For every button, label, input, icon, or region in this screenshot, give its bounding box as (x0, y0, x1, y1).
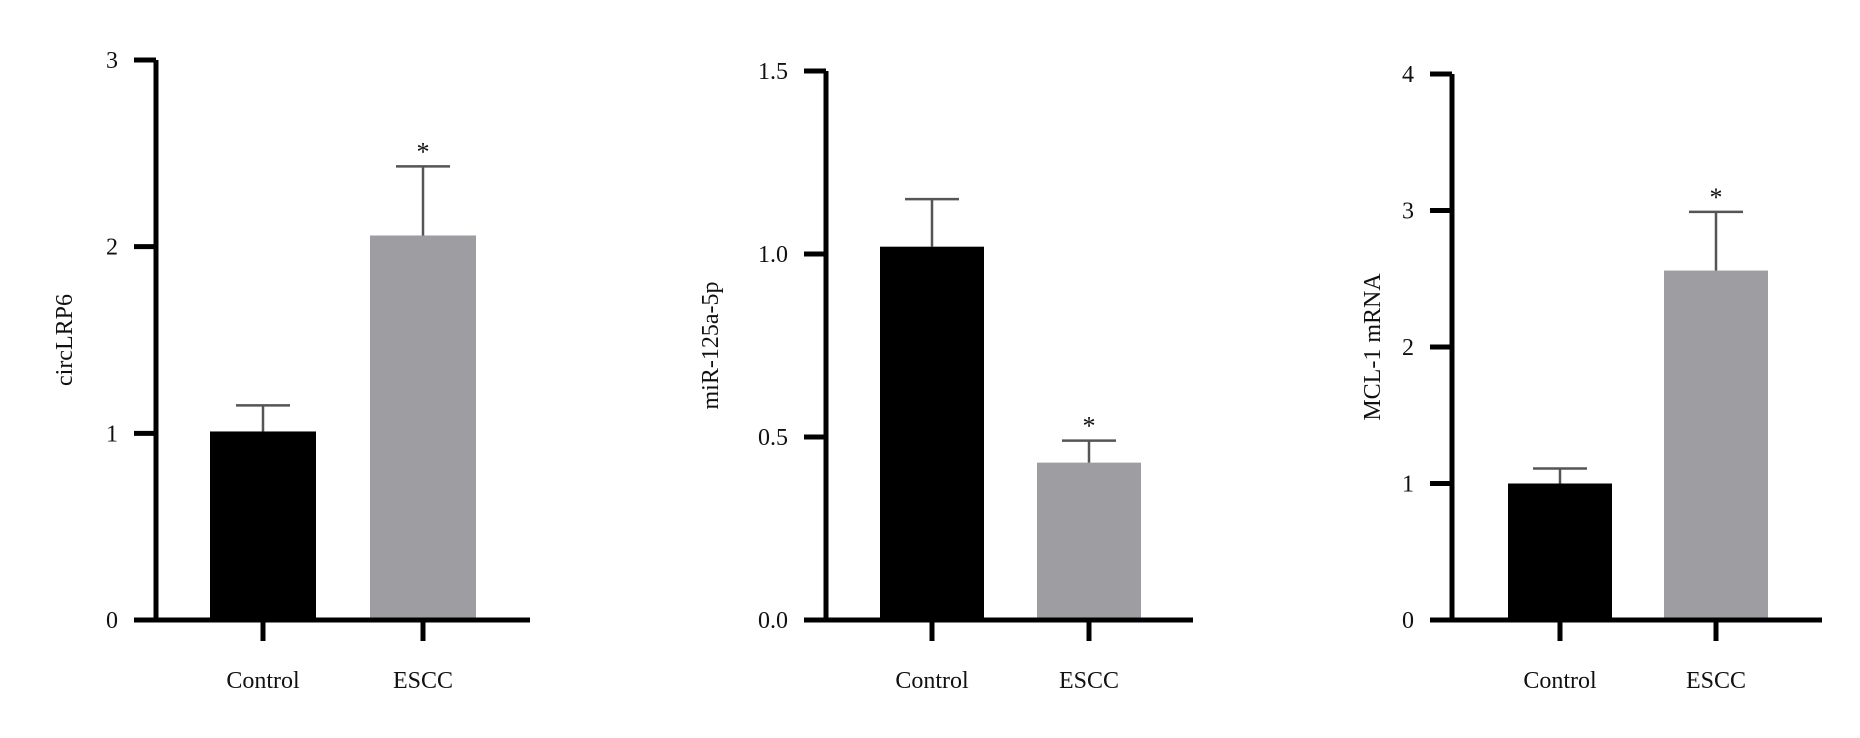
significance-marker-escc: * (1083, 412, 1096, 441)
x-tick-label-escc: ESCC (393, 668, 453, 694)
chart-panel-3: * 0 1 2 3 4 Control ESCC MCL-1 mRNA (1360, 62, 1822, 694)
bar-escc (370, 235, 476, 620)
x-tick-label-control: Control (895, 668, 969, 694)
y-tick-label: 1 (1402, 472, 1414, 498)
y-tick-label: 3 (1402, 199, 1414, 225)
y-tick-label: 2 (1402, 335, 1414, 361)
y-tick-label: 0.5 (758, 425, 788, 451)
y-tick-label: 1.0 (758, 242, 788, 268)
y-tick-label: 4 (1402, 62, 1414, 88)
chart-panel-1: * 0 1 2 3 Control ESCC circLRP6 (52, 48, 530, 694)
y-axis-title: miR-125a-5p (698, 282, 724, 410)
y-tick-label: 0.0 (758, 608, 788, 634)
y-axis-title: circLRP6 (52, 294, 78, 386)
bar-control (880, 246, 984, 620)
x-tick-label-control: Control (1523, 668, 1597, 694)
bar-control (1508, 483, 1612, 620)
significance-marker-escc: * (417, 137, 430, 166)
bar-control (210, 431, 316, 620)
x-tick-label-control: Control (226, 668, 300, 694)
significance-marker-escc: * (1710, 183, 1723, 212)
x-tick-label-escc: ESCC (1059, 668, 1119, 694)
y-tick-label: 1.5 (758, 59, 788, 85)
bar-escc (1664, 270, 1768, 620)
x-tick-label-escc: ESCC (1686, 668, 1746, 694)
y-tick-label: 3 (106, 48, 118, 74)
bar-escc (1037, 462, 1141, 620)
y-tick-label: 1 (106, 421, 118, 447)
y-tick-label: 2 (106, 235, 118, 261)
y-tick-label: 0 (106, 608, 118, 634)
y-tick-label: 0 (1402, 608, 1414, 634)
y-axis-title: MCL-1 mRNA (1360, 273, 1386, 421)
chart-panel-2: * 0.0 0.5 1.0 1.5 Control ESCC miR-125a-5p (698, 59, 1193, 694)
